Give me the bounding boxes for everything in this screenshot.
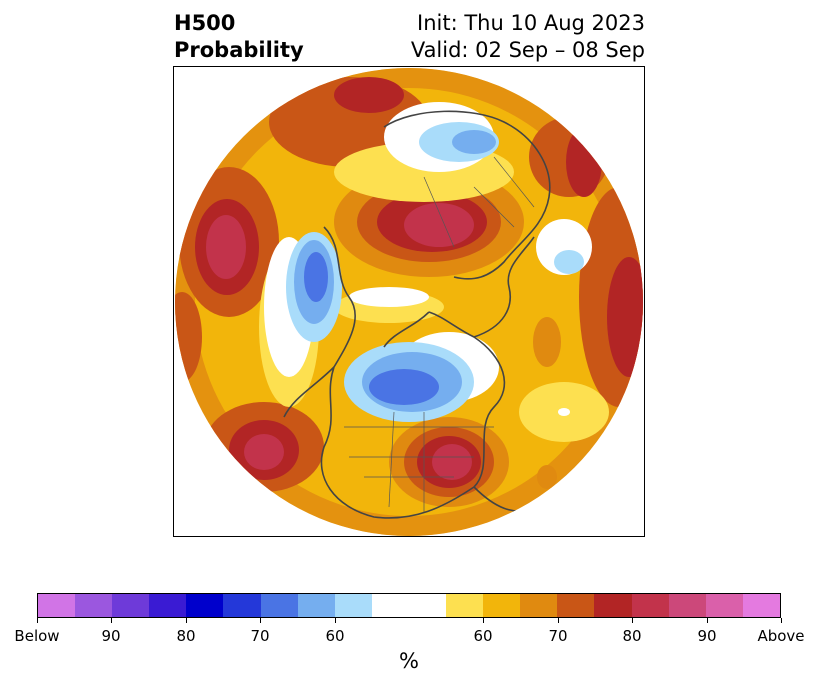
colorbar-tick (111, 618, 112, 623)
left-edge-ridge (175, 292, 202, 382)
colorbar-swatch (297, 594, 335, 617)
colorbar-swatch (371, 594, 409, 617)
coastlines (283, 110, 551, 519)
colorbar-tick-label: 90 (697, 627, 717, 645)
central-normal-zone (349, 287, 429, 307)
init-date: Init: Thu 10 Aug 2023 (417, 11, 645, 35)
borders (344, 156, 535, 512)
us-ridge-core (432, 444, 472, 480)
colorbar-swatch (668, 594, 706, 617)
colorbar-swatch (186, 594, 224, 617)
colorbar-tick-label: Below (14, 627, 60, 645)
colorbar-tick (260, 618, 261, 623)
east-trough (554, 250, 584, 274)
colorbar-swatch (520, 594, 558, 617)
colorbar-tick-label: Above (757, 627, 805, 645)
probability-map (173, 66, 645, 537)
colorbar-swatch (705, 594, 743, 617)
south-blob (537, 465, 557, 489)
map-title: H500 Probability (174, 10, 304, 64)
west-trough-core (304, 252, 328, 302)
colorbar-tick-label: 60 (473, 627, 493, 645)
colorbar-swatch (483, 594, 521, 617)
colorbar-swatch (260, 594, 298, 617)
north-trough (452, 130, 496, 154)
north-ridge-core (334, 77, 404, 113)
colorbar-swatch (112, 594, 150, 617)
colorbar-tick (707, 618, 708, 623)
colorbar-tick-label: 70 (548, 627, 568, 645)
colorbar-swatch (446, 594, 484, 617)
product-label: Probability (174, 38, 304, 62)
colorbar-tick-label: 90 (101, 627, 121, 645)
colorbar-swatch (38, 594, 76, 617)
atlantic-blob (533, 317, 561, 367)
polar-map-svg (175, 68, 643, 536)
colorbar-tick-label: 80 (176, 627, 196, 645)
eurasia-ridge-core (404, 203, 474, 247)
colorbar-tick (558, 618, 559, 623)
field-label: H500 (174, 11, 236, 35)
colorbar-tick (781, 618, 782, 623)
colorbar-swatch (594, 594, 632, 617)
ne-ridge-core (566, 127, 602, 197)
colorbar-swatch (75, 594, 113, 617)
colorbar-tick (186, 618, 187, 623)
colorbar-tick (632, 618, 633, 623)
west-ridge-core (206, 215, 246, 279)
mid-atlantic-white (558, 408, 570, 416)
sw-ridge-core (244, 434, 284, 470)
colorbar-tick-label: 80 (622, 627, 642, 645)
colorbar-swatch (223, 594, 261, 617)
colorbar-swatch (557, 594, 595, 617)
colorbar-swatch (742, 594, 780, 617)
colorbar-tick-label: 60 (325, 627, 345, 645)
colorbar-tick (483, 618, 484, 623)
colorbar-swatch (408, 594, 447, 617)
colorbar-swatch (631, 594, 669, 617)
colorbar (37, 593, 781, 618)
colorbar-tick-label: 70 (250, 627, 270, 645)
na-trough-core (369, 369, 439, 405)
valid-range: Valid: 02 Sep – 08 Sep (410, 38, 645, 62)
colorbar-unit: % (399, 649, 419, 673)
colorbar-tick (37, 618, 38, 623)
colorbar-swatch (334, 594, 372, 617)
colorbar-swatch (149, 594, 187, 617)
map-dates: Init: Thu 10 Aug 2023 Valid: 02 Sep – 08… (411, 10, 645, 64)
colorbar-tick (335, 618, 336, 623)
